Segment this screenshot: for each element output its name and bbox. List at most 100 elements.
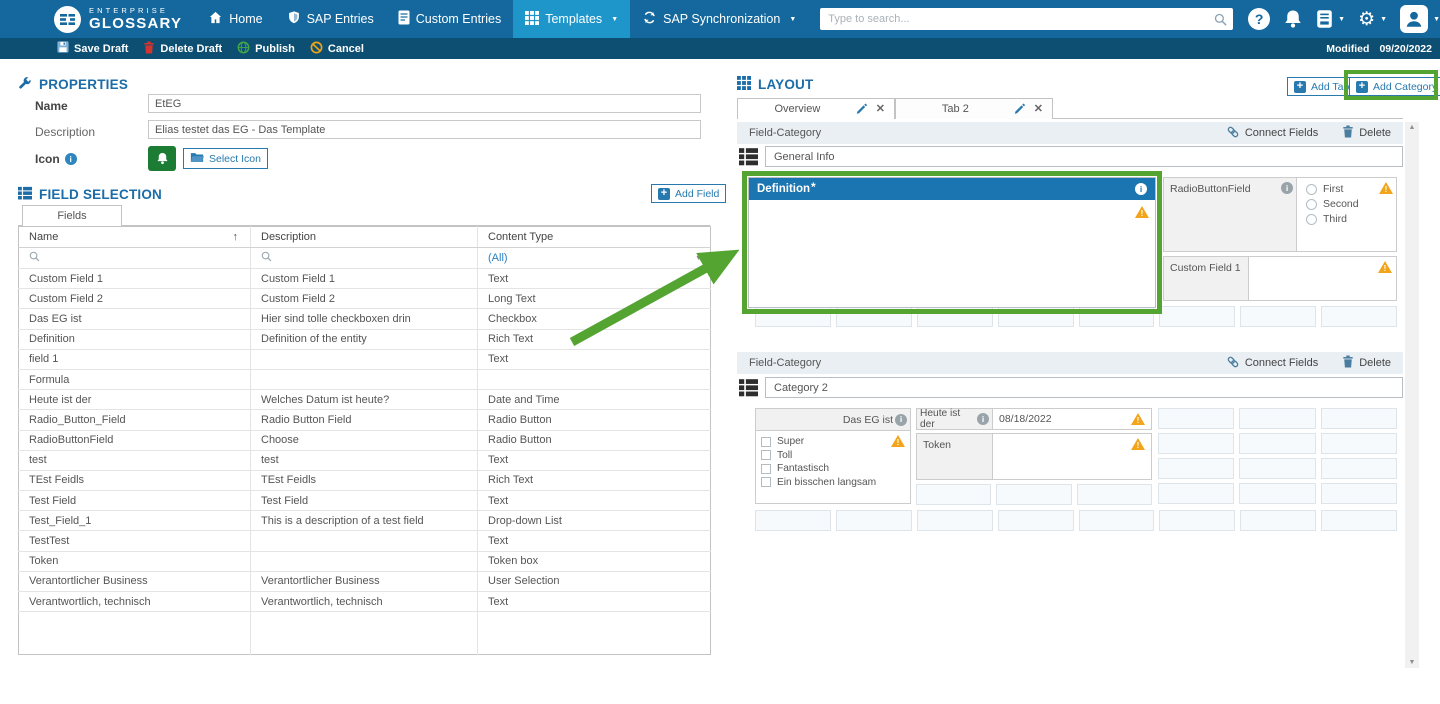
scroll-down-icon[interactable]: ▼ <box>1408 659 1416 666</box>
empty-field-slot[interactable] <box>1320 433 1397 454</box>
radio-option[interactable]: Third <box>1306 213 1392 225</box>
table-row[interactable]: Custom Field 1 Custom Field 1 Text <box>18 268 711 290</box>
sort-ascending-icon[interactable]: ↑ <box>232 231 239 243</box>
table-row[interactable]: TestTest Text <box>18 530 711 552</box>
empty-field-slot[interactable] <box>755 306 831 327</box>
edit-pencil-icon[interactable] <box>856 102 868 117</box>
table-row[interactable]: Test_Field_1 This is a description of a t… <box>18 510 711 532</box>
empty-field-slot[interactable] <box>835 510 912 531</box>
name-input[interactable] <box>148 94 701 113</box>
empty-field-slot[interactable] <box>1320 458 1397 479</box>
tab-tab2[interactable]: Tab 2 ✕ <box>895 98 1053 119</box>
custom-field-1-widget[interactable]: Custom Field 1 <box>1163 256 1397 301</box>
publish-button[interactable]: Publish <box>237 41 295 57</box>
checkbox-option[interactable]: Toll <box>761 450 905 461</box>
table-row[interactable]: Custom Field 2 Custom Field 2 Long Text <box>18 288 711 310</box>
custom-field-1-body[interactable] <box>1249 257 1396 300</box>
info-icon[interactable]: i <box>1281 182 1293 194</box>
empty-field-slot[interactable] <box>1158 458 1235 479</box>
checkbox-icon[interactable] <box>761 463 771 474</box>
layout-scrollbar[interactable]: ▲ ▼ <box>1405 122 1419 668</box>
table-row[interactable]: Das EG ist Hier sind tolle checkboxen dri… <box>18 308 711 330</box>
user-avatar[interactable]: ▼ <box>1400 5 1440 33</box>
info-icon[interactable]: i <box>977 413 989 425</box>
checkbox-icon[interactable] <box>761 450 771 460</box>
empty-field-slot[interactable] <box>1158 408 1235 429</box>
column-header-name[interactable]: Name ↑ <box>18 226 251 248</box>
radio-option[interactable]: Second <box>1306 198 1392 210</box>
name-filter-cell[interactable] <box>18 247 251 269</box>
heute-ist-der-date-widget[interactable]: Heute ist der i 08/18/2022 <box>916 408 1152 430</box>
definition-field-body[interactable] <box>749 200 1155 307</box>
tab-fields[interactable]: Fields <box>22 205 122 226</box>
table-row[interactable]: Heute ist der Welches Datum ist heute? Dat… <box>18 389 711 411</box>
scroll-up-icon[interactable]: ▲ <box>1408 124 1416 131</box>
table-row[interactable]: Definition Definition of the entity Rich T… <box>18 329 711 350</box>
settings-gear-icon[interactable]: ⚙ ▼ <box>1358 8 1388 30</box>
nav-sap-entries[interactable]: SAP Entries <box>275 0 386 38</box>
column-header-content-type[interactable]: Content Type <box>477 226 711 248</box>
category-name-input-2[interactable] <box>765 377 1403 398</box>
nav-custom-entries[interactable]: Custom Entries <box>386 0 513 38</box>
radio-icon[interactable] <box>1306 183 1317 195</box>
cancel-button[interactable]: Cancel <box>310 41 364 57</box>
add-tab-button[interactable]: + Add Tab <box>1287 77 1357 96</box>
empty-field-slot[interactable] <box>1320 408 1397 429</box>
empty-field-slot[interactable] <box>997 306 1074 327</box>
empty-field-slot[interactable] <box>755 510 831 531</box>
content-type-filter-dropdown[interactable]: (All) ▼ <box>477 247 711 269</box>
nav-templates[interactable]: Templates ▼ <box>513 0 631 38</box>
empty-field-slot[interactable] <box>1239 458 1316 479</box>
empty-field-slot[interactable] <box>1240 510 1317 531</box>
empty-field-slot[interactable] <box>1159 510 1236 531</box>
table-row[interactable]: RadioButtonField Choose Radio Button <box>18 430 711 451</box>
app-logo[interactable]: ENTERPRISE GLOSSARY <box>54 0 182 38</box>
radio-icon[interactable] <box>1306 213 1317 225</box>
empty-field-slot[interactable] <box>916 484 992 505</box>
search-input[interactable] <box>820 13 1215 25</box>
empty-field-slot[interactable] <box>997 510 1074 531</box>
help-icon[interactable]: ? <box>1248 8 1271 30</box>
empty-field-slot[interactable] <box>1158 433 1235 454</box>
notifications-bell-icon[interactable] <box>1283 9 1303 29</box>
empty-field-slot[interactable] <box>1158 483 1235 504</box>
checkbox-option[interactable]: Ein bisschen langsam <box>761 477 905 488</box>
empty-field-slot[interactable] <box>916 306 993 327</box>
empty-field-slot[interactable] <box>1159 306 1236 327</box>
checkbox-option[interactable]: Fantastisch <box>761 463 905 474</box>
connect-fields-button[interactable]: Connect Fields <box>1226 125 1318 142</box>
drag-handle-grid-icon[interactable] <box>739 147 758 166</box>
description-input[interactable] <box>148 120 701 139</box>
empty-field-slot[interactable] <box>1239 483 1316 504</box>
save-draft-button[interactable]: Save Draft <box>57 41 128 56</box>
column-header-description[interactable]: Description <box>250 226 478 248</box>
delete-category-button[interactable]: Delete <box>1342 355 1391 371</box>
select-icon-button[interactable]: Select Icon <box>183 148 268 169</box>
info-icon[interactable]: i <box>895 413 907 426</box>
close-icon[interactable]: ✕ <box>875 102 885 115</box>
table-row[interactable]: Test Field Test Field Text <box>18 490 711 512</box>
description-filter-cell[interactable] <box>250 247 478 269</box>
category-name-input-1[interactable] <box>765 146 1403 167</box>
empty-field-slot[interactable] <box>1239 408 1316 429</box>
drag-handle-grid-icon[interactable] <box>739 378 758 397</box>
definition-field-widget[interactable]: Definition * i <box>748 177 1156 308</box>
edit-pencil-icon[interactable] <box>1014 102 1026 117</box>
empty-field-slot[interactable] <box>1320 483 1397 504</box>
search-icon[interactable] <box>1214 13 1227 26</box>
delete-draft-button[interactable]: Delete Draft <box>143 41 222 57</box>
table-row[interactable]: TEst Feidls TEst Feidls Rich Text <box>18 470 711 492</box>
checkbox-icon[interactable] <box>761 477 771 487</box>
connect-fields-button[interactable]: Connect Fields <box>1226 355 1318 372</box>
table-row[interactable]: field 1 Text <box>18 349 711 370</box>
token-field-body[interactable] <box>993 434 1151 479</box>
checkbox-icon[interactable] <box>761 436 771 447</box>
tab-overview[interactable]: Overview ✕ <box>737 98 895 119</box>
close-icon[interactable]: ✕ <box>1033 102 1043 115</box>
empty-field-slot[interactable] <box>1321 510 1397 531</box>
table-row[interactable]: Verantwortlich, technisch Verantwortlich,… <box>18 591 711 613</box>
empty-field-slot[interactable] <box>916 510 993 531</box>
empty-field-slot[interactable] <box>996 484 1072 505</box>
nav-sap-synchronization[interactable]: SAP Synchronization ▼ <box>630 0 808 38</box>
table-row[interactable]: test test Text <box>18 450 711 471</box>
